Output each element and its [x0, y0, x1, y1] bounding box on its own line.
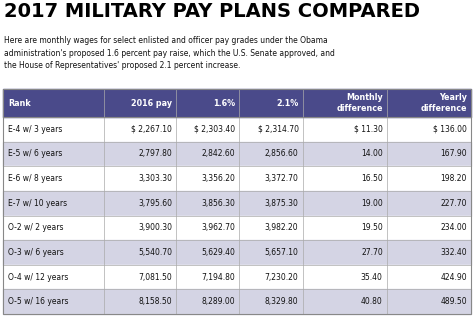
Text: 3,856.30: 3,856.30	[201, 199, 235, 208]
Text: 3,962.70: 3,962.70	[201, 223, 235, 232]
Bar	[3, 142, 471, 166]
Text: 489.50: 489.50	[440, 297, 467, 306]
Text: 5,629.40: 5,629.40	[201, 248, 235, 257]
Text: 2,842.60: 2,842.60	[202, 149, 235, 158]
Text: Rank: Rank	[8, 99, 31, 107]
Text: 8,289.00: 8,289.00	[202, 297, 235, 306]
Text: $ 2,267.10: $ 2,267.10	[131, 125, 172, 134]
Text: 8,329.80: 8,329.80	[265, 297, 299, 306]
Text: Yearly
difference: Yearly difference	[420, 93, 467, 113]
Text: O-5 w/ 16 years: O-5 w/ 16 years	[8, 297, 69, 306]
Text: 3,303.30: 3,303.30	[138, 174, 172, 183]
Bar	[3, 117, 471, 142]
Text: $ 136.00: $ 136.00	[433, 125, 467, 134]
Text: 2016 pay: 2016 pay	[131, 99, 172, 107]
Text: 167.90: 167.90	[440, 149, 467, 158]
Text: 424.90: 424.90	[440, 273, 467, 282]
Text: O-3 w/ 6 years: O-3 w/ 6 years	[8, 248, 64, 257]
Text: 227.70: 227.70	[440, 199, 467, 208]
Bar	[3, 289, 471, 314]
Bar	[3, 89, 471, 117]
Text: Monthly
difference: Monthly difference	[336, 93, 383, 113]
Text: $ 2,314.70: $ 2,314.70	[257, 125, 299, 134]
Text: 7,230.20: 7,230.20	[265, 273, 299, 282]
Text: E-5 w/ 6 years: E-5 w/ 6 years	[8, 149, 63, 158]
Text: E-6 w/ 8 years: E-6 w/ 8 years	[8, 174, 62, 183]
Text: 35.40: 35.40	[361, 273, 383, 282]
Text: 3,372.70: 3,372.70	[264, 174, 299, 183]
Text: 332.40: 332.40	[440, 248, 467, 257]
Text: 8,158.50: 8,158.50	[138, 297, 172, 306]
Text: 3,875.30: 3,875.30	[264, 199, 299, 208]
Bar	[3, 216, 471, 240]
Text: 198.20: 198.20	[441, 174, 467, 183]
Text: 3,795.60: 3,795.60	[138, 199, 172, 208]
Text: 2,797.80: 2,797.80	[138, 149, 172, 158]
Text: 40.80: 40.80	[361, 297, 383, 306]
Text: 27.70: 27.70	[361, 248, 383, 257]
Text: E-7 w/ 10 years: E-7 w/ 10 years	[8, 199, 67, 208]
Text: 2.1%: 2.1%	[276, 99, 299, 107]
Text: $ 2,303.40: $ 2,303.40	[194, 125, 235, 134]
Text: E-4 w/ 3 years: E-4 w/ 3 years	[8, 125, 63, 134]
Text: 2,856.60: 2,856.60	[265, 149, 299, 158]
Text: 3,356.20: 3,356.20	[201, 174, 235, 183]
Text: 3,982.20: 3,982.20	[265, 223, 299, 232]
Text: 19.50: 19.50	[361, 223, 383, 232]
Text: $ 11.30: $ 11.30	[354, 125, 383, 134]
Bar	[3, 89, 471, 314]
Text: 16.50: 16.50	[361, 174, 383, 183]
Text: 5,540.70: 5,540.70	[138, 248, 172, 257]
Text: 3,900.30: 3,900.30	[138, 223, 172, 232]
Text: 1.6%: 1.6%	[213, 99, 235, 107]
Bar	[3, 265, 471, 289]
Bar	[3, 166, 471, 191]
Bar	[3, 191, 471, 216]
Text: 7,194.80: 7,194.80	[201, 273, 235, 282]
Text: Here are monthly wages for select enlisted and officer pay grades under the Obam: Here are monthly wages for select enlist…	[4, 36, 335, 70]
Text: 234.00: 234.00	[440, 223, 467, 232]
Text: 2017 MILITARY PAY PLANS COMPARED: 2017 MILITARY PAY PLANS COMPARED	[4, 2, 420, 21]
Text: O-2 w/ 2 years: O-2 w/ 2 years	[8, 223, 64, 232]
Text: 5,657.10: 5,657.10	[264, 248, 299, 257]
Text: 19.00: 19.00	[361, 199, 383, 208]
Text: O-4 w/ 12 years: O-4 w/ 12 years	[8, 273, 68, 282]
Text: 7,081.50: 7,081.50	[138, 273, 172, 282]
Bar	[3, 240, 471, 265]
Text: 14.00: 14.00	[361, 149, 383, 158]
